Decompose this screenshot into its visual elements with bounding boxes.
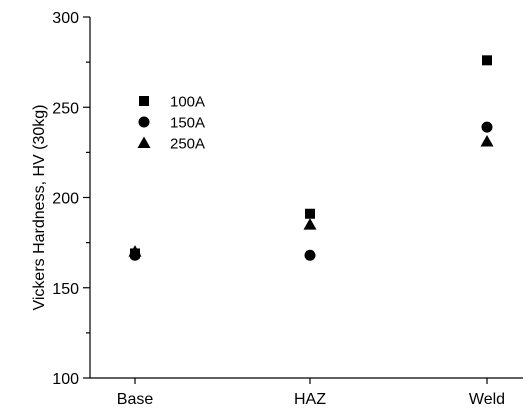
point-100A-Weld xyxy=(482,55,492,66)
legend-label-150A: 150A xyxy=(170,115,205,132)
point-150A-Weld xyxy=(481,121,493,133)
x-tick-label: HAZ xyxy=(294,391,326,408)
point-100A-HAZ xyxy=(305,208,315,219)
axis-ticks: 100 150 200 250 300 Base HAZ Weld xyxy=(52,10,505,408)
y-tick-label: 300 xyxy=(52,10,79,27)
legend: 100A 150A 250A xyxy=(137,94,205,153)
y-tick-label: 250 xyxy=(52,100,79,117)
legend-label-100A: 100A xyxy=(170,94,205,111)
legend-marker-250A xyxy=(137,136,151,148)
legend-marker-150A xyxy=(138,116,150,128)
y-tick-label: 200 xyxy=(52,191,79,208)
point-250A-HAZ xyxy=(303,218,317,230)
y-tick-label: 150 xyxy=(52,281,79,298)
point-250A-Weld xyxy=(480,135,494,147)
axes xyxy=(89,17,523,379)
x-tick-label: Weld xyxy=(469,391,505,408)
x-tick-label: Base xyxy=(117,391,154,408)
point-100A-Base xyxy=(130,248,140,259)
data-points xyxy=(128,55,494,261)
legend-marker-100A xyxy=(139,96,149,106)
y-tick-label: 100 xyxy=(52,371,79,388)
point-150A-HAZ xyxy=(304,249,316,261)
legend-label-250A: 250A xyxy=(170,136,205,153)
y-axis-label: Vickers Hardness, HV (30kg) xyxy=(31,105,48,311)
